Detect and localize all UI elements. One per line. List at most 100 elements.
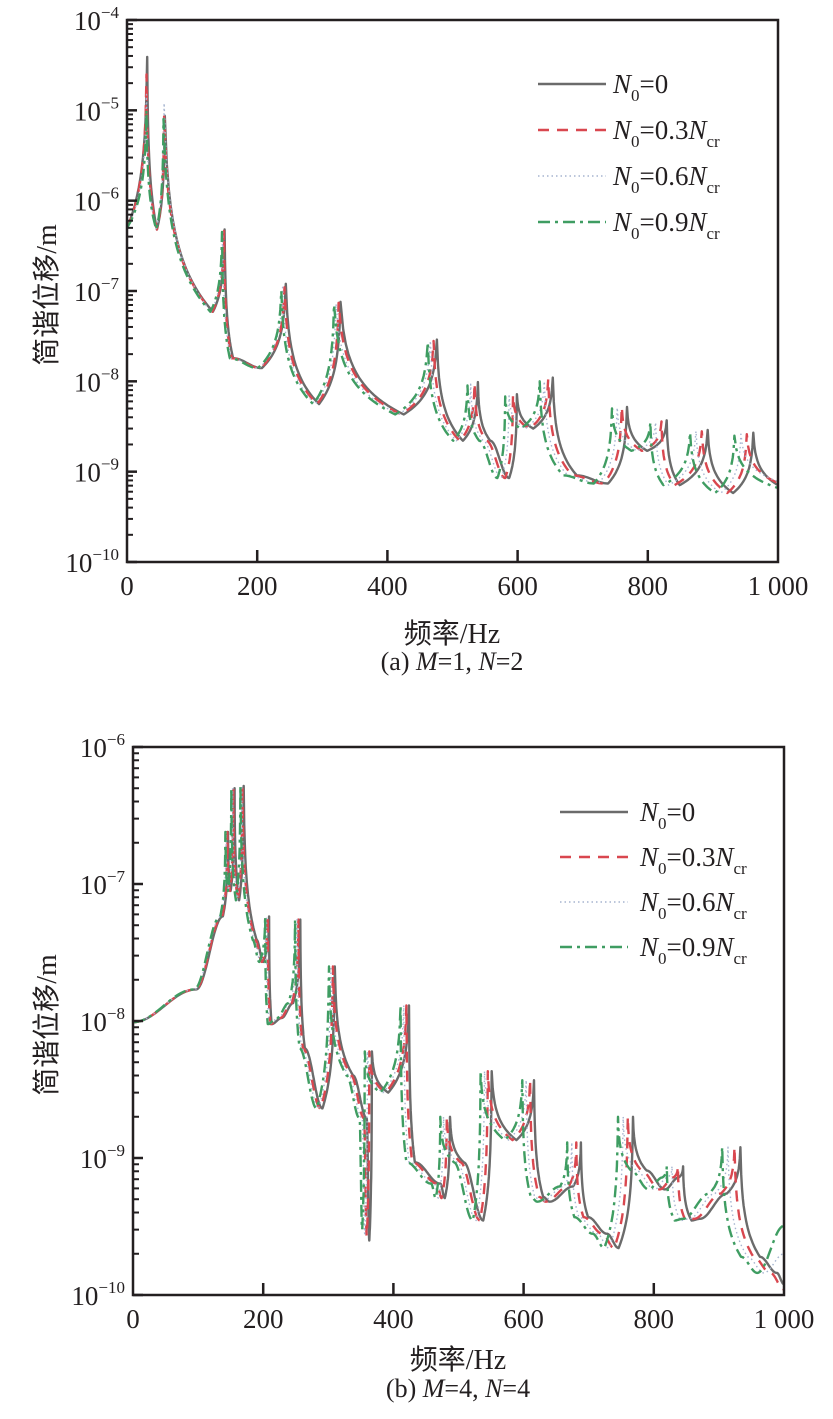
y-tick-exponent: −6 — [101, 184, 119, 203]
legend-label: N0=0.3Ncr — [639, 842, 747, 878]
y-tick-base: 10 — [74, 277, 101, 307]
caption-b-var2: N — [485, 1374, 503, 1403]
caption-a-eq1: =1, — [437, 647, 479, 676]
caption-a-var2: N — [478, 647, 496, 676]
legend-var: N — [639, 797, 660, 827]
y-tick-label: 10−6 — [74, 184, 119, 217]
legend-sub2: cr — [707, 224, 721, 243]
series-line-solid — [133, 784, 784, 1286]
legend-sub: 0 — [631, 224, 640, 243]
legend-sub: 0 — [631, 86, 640, 105]
legend-sub: 0 — [658, 904, 667, 923]
legend-var2: N — [688, 115, 709, 145]
legend-label: N0=0 — [612, 69, 668, 105]
y-tick-label: 10−9 — [80, 1141, 125, 1174]
legend-sub: 0 — [658, 814, 667, 833]
y-tick-label: 10−8 — [80, 1004, 125, 1037]
y-tick-exponent: −7 — [101, 274, 120, 293]
legend-var: N — [612, 161, 633, 191]
series-group — [133, 784, 784, 1291]
legend-var2: N — [715, 932, 736, 962]
caption-a-var1: M — [416, 647, 438, 676]
caption-b-prefix: (b) — [385, 1374, 423, 1403]
caption-b: (b) M=4, N=4 — [258, 1374, 658, 1404]
y-tick-exponent: −8 — [101, 364, 119, 383]
y-tick-base: 10 — [65, 548, 92, 578]
x-tick-label: 200 — [243, 1304, 284, 1334]
legend-eq: =0.3 — [667, 842, 716, 872]
y-tick-exponent: −10 — [92, 545, 119, 564]
y-tick-base: 10 — [71, 1281, 98, 1311]
y-tick-base: 10 — [80, 1144, 107, 1174]
caption-b-eq1: =4, — [444, 1374, 486, 1403]
series-line-dashdot — [127, 109, 778, 495]
legend-sub2: cr — [734, 949, 748, 968]
legend-label: N0=0.3Ncr — [612, 115, 720, 151]
legend-var: N — [639, 887, 660, 917]
legend-eq: =0 — [667, 797, 696, 827]
y-tick-exponent: −4 — [101, 3, 120, 22]
y-tick-base: 10 — [80, 733, 107, 763]
caption-b-eq2: =4 — [502, 1374, 531, 1403]
legend-eq: =0.3 — [640, 115, 689, 145]
x-tick-label: 0 — [126, 1304, 140, 1334]
legend-var2: N — [715, 887, 736, 917]
y-axis-title-b: 简谐位移/m — [32, 954, 63, 1096]
legend-label: N0=0.9Ncr — [612, 207, 720, 243]
x-axis-title-a: 频率/Hz — [403, 619, 501, 650]
series-line-dashed — [133, 784, 784, 1291]
y-tick-base: 10 — [80, 1007, 107, 1037]
y-tick-base: 10 — [74, 367, 101, 397]
y-tick-base: 10 — [74, 187, 101, 217]
series-line-dotted — [127, 93, 778, 494]
y-tick-exponent: −9 — [107, 1141, 125, 1160]
y-tick-label: 10−7 — [80, 867, 126, 900]
legend-eq: =0.6 — [667, 887, 716, 917]
series-group — [127, 55, 778, 495]
x-tick-label: 800 — [634, 1304, 675, 1334]
legend-sub2: cr — [734, 859, 748, 878]
legend-var: N — [612, 207, 633, 237]
y-tick-label: 10−6 — [80, 730, 125, 763]
y-tick-exponent: −5 — [101, 93, 119, 112]
y-tick-base: 10 — [80, 870, 107, 900]
y-tick-exponent: −9 — [101, 455, 119, 474]
legend-var: N — [639, 842, 660, 872]
legend-var: N — [612, 115, 633, 145]
y-axis-title-a: 简谐位移/m — [32, 224, 63, 366]
legend-sub: 0 — [631, 178, 640, 197]
x-tick-label: 200 — [237, 571, 278, 601]
legend-sub: 0 — [658, 949, 667, 968]
x-tick-label: 600 — [497, 571, 538, 601]
y-tick-label: 10−5 — [74, 93, 119, 126]
legend-label: N0=0.6Ncr — [612, 161, 720, 197]
legend-label: N0=0.6Ncr — [639, 887, 747, 923]
caption-a-prefix: (a) — [380, 647, 416, 676]
y-tick-base: 10 — [74, 458, 101, 488]
legend-sub2: cr — [707, 178, 721, 197]
y-tick-exponent: −10 — [98, 1278, 125, 1297]
y-tick-label: 10−10 — [65, 545, 119, 578]
legend-var2: N — [688, 207, 709, 237]
legend-var2: N — [688, 161, 709, 191]
legend-eq: =0.6 — [640, 161, 689, 191]
legend-eq: =0.9 — [640, 207, 689, 237]
legend-var2: N — [715, 842, 736, 872]
y-tick-exponent: −8 — [107, 1004, 125, 1023]
caption-a-eq2: =2 — [495, 647, 524, 676]
y-tick-label: 10−9 — [74, 455, 119, 488]
x-tick-label: 0 — [120, 571, 134, 601]
legend-sub: 0 — [631, 132, 640, 151]
caption-a: (a) M=1, N=2 — [252, 647, 652, 677]
y-tick-label: 10−7 — [74, 274, 120, 307]
legend-sub2: cr — [734, 904, 748, 923]
y-tick-label: 10−10 — [71, 1278, 125, 1311]
legend-sub2: cr — [707, 132, 721, 151]
legend-eq: =0 — [640, 69, 669, 99]
caption-b-var1: M — [422, 1374, 445, 1403]
x-tick-label: 600 — [503, 1304, 544, 1334]
